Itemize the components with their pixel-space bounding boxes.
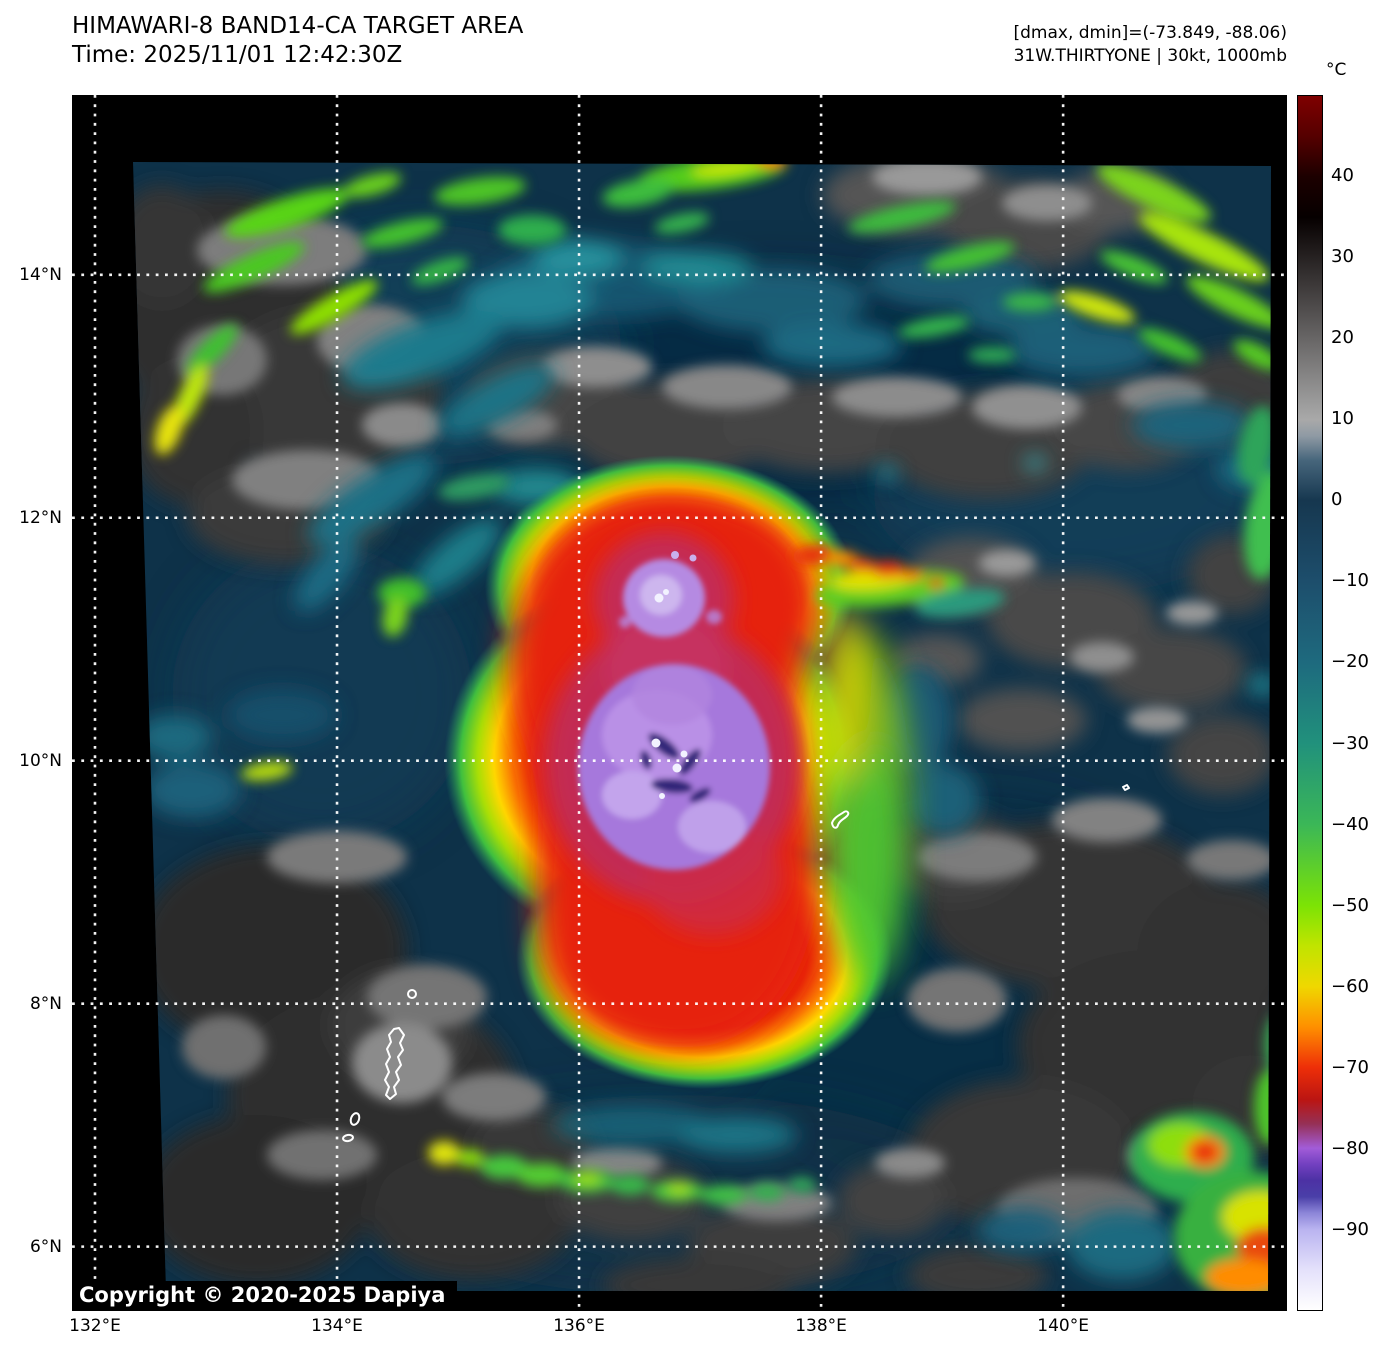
copyright-label: Copyright © 2020-2025 Dapiya [72,1281,458,1310]
yap-island [831,810,850,829]
palau-small-island-2 [342,1133,354,1143]
x-axis-labels: 132°E 134°E 136°E 138°E 140°E [0,1316,1390,1346]
colorbar-tick-label: −40 [1331,813,1369,835]
colorbar-tick-labels: 40 30 20 10 0 −10 −20 −30 −40 −50 −60 −70 −80 −90 [1331,95,1389,1311]
overshooting-top-specks [651,551,697,799]
colorbar-tick-label: 30 [1331,246,1354,268]
x-tick-label: 140°E [1037,1316,1089,1336]
storm-info-label: 31W.THIRTYONE | 30kt, 1000mb [1013,45,1287,66]
cyclone-purple-cores [578,559,770,870]
teal-cloud-wisps [136,239,1271,1280]
header-right: [dmax, dmin]=(-73.849, -88.06) 31W.THIRT… [1014,22,1288,68]
x-tick-label: 132°E [69,1316,121,1336]
gray-clouds-light [177,162,1271,1242]
colorbar-tick-label: −60 [1331,975,1369,997]
palau-coastline [384,1027,405,1100]
y-axis-labels: 14°N 12°N 10°N 8°N 6°N [0,95,66,1311]
colorbar-tick-label: 40 [1331,165,1354,187]
palau-small-island [349,1112,361,1126]
colorbar-unit-label: °C [1326,60,1347,80]
colorbar-tick-label: 10 [1331,408,1354,430]
colorbar-tick-label: 20 [1331,327,1354,349]
colorbar-tick-label: −20 [1331,651,1369,673]
y-tick-label: 14°N [19,264,62,285]
data-swath [133,162,1271,1291]
x-tick-label: 134°E [311,1316,363,1336]
time-label: Time: 2025/11/01 12:42:30Z [72,42,403,69]
y-tick-label: 8°N [29,993,62,1014]
tiny-islet [1122,784,1130,791]
colorbar [1297,95,1323,1311]
small-atoll [407,989,417,999]
y-tick-label: 10°N [19,750,62,771]
colorbar-tick-label: −30 [1331,732,1369,754]
title-block: HIMAWARI-8 BAND14-CA TARGET AREA Time: 2… [72,12,523,71]
satellite-plot: Copyright © 2020-2025 Dapiya [72,95,1287,1311]
northeast-convective-band [792,544,1005,618]
colorbar-tick-label: −50 [1331,894,1369,916]
colorbar-tick-label: −70 [1331,1056,1369,1078]
cyclone-east-band [814,605,910,985]
page-title: HIMAWARI-8 BAND14-CA TARGET AREA [72,13,524,39]
y-tick-label: 12°N [19,507,62,528]
x-tick-label: 138°E [795,1316,847,1336]
satellite-image [72,95,1287,1311]
coastlines [342,784,1130,1143]
y-tick-label: 6°N [29,1236,62,1257]
colorbar-tick-label: −10 [1331,570,1369,592]
dmax-dmin-label: [dmax, dmin]=(-73.849, -88.06) [1013,23,1288,43]
x-tick-label: 136°E [553,1316,605,1336]
colorbar-tick-label: −90 [1331,1218,1369,1240]
colorbar-tick-label: 0 [1331,489,1343,511]
colorbar-tick-label: −80 [1331,1137,1369,1159]
